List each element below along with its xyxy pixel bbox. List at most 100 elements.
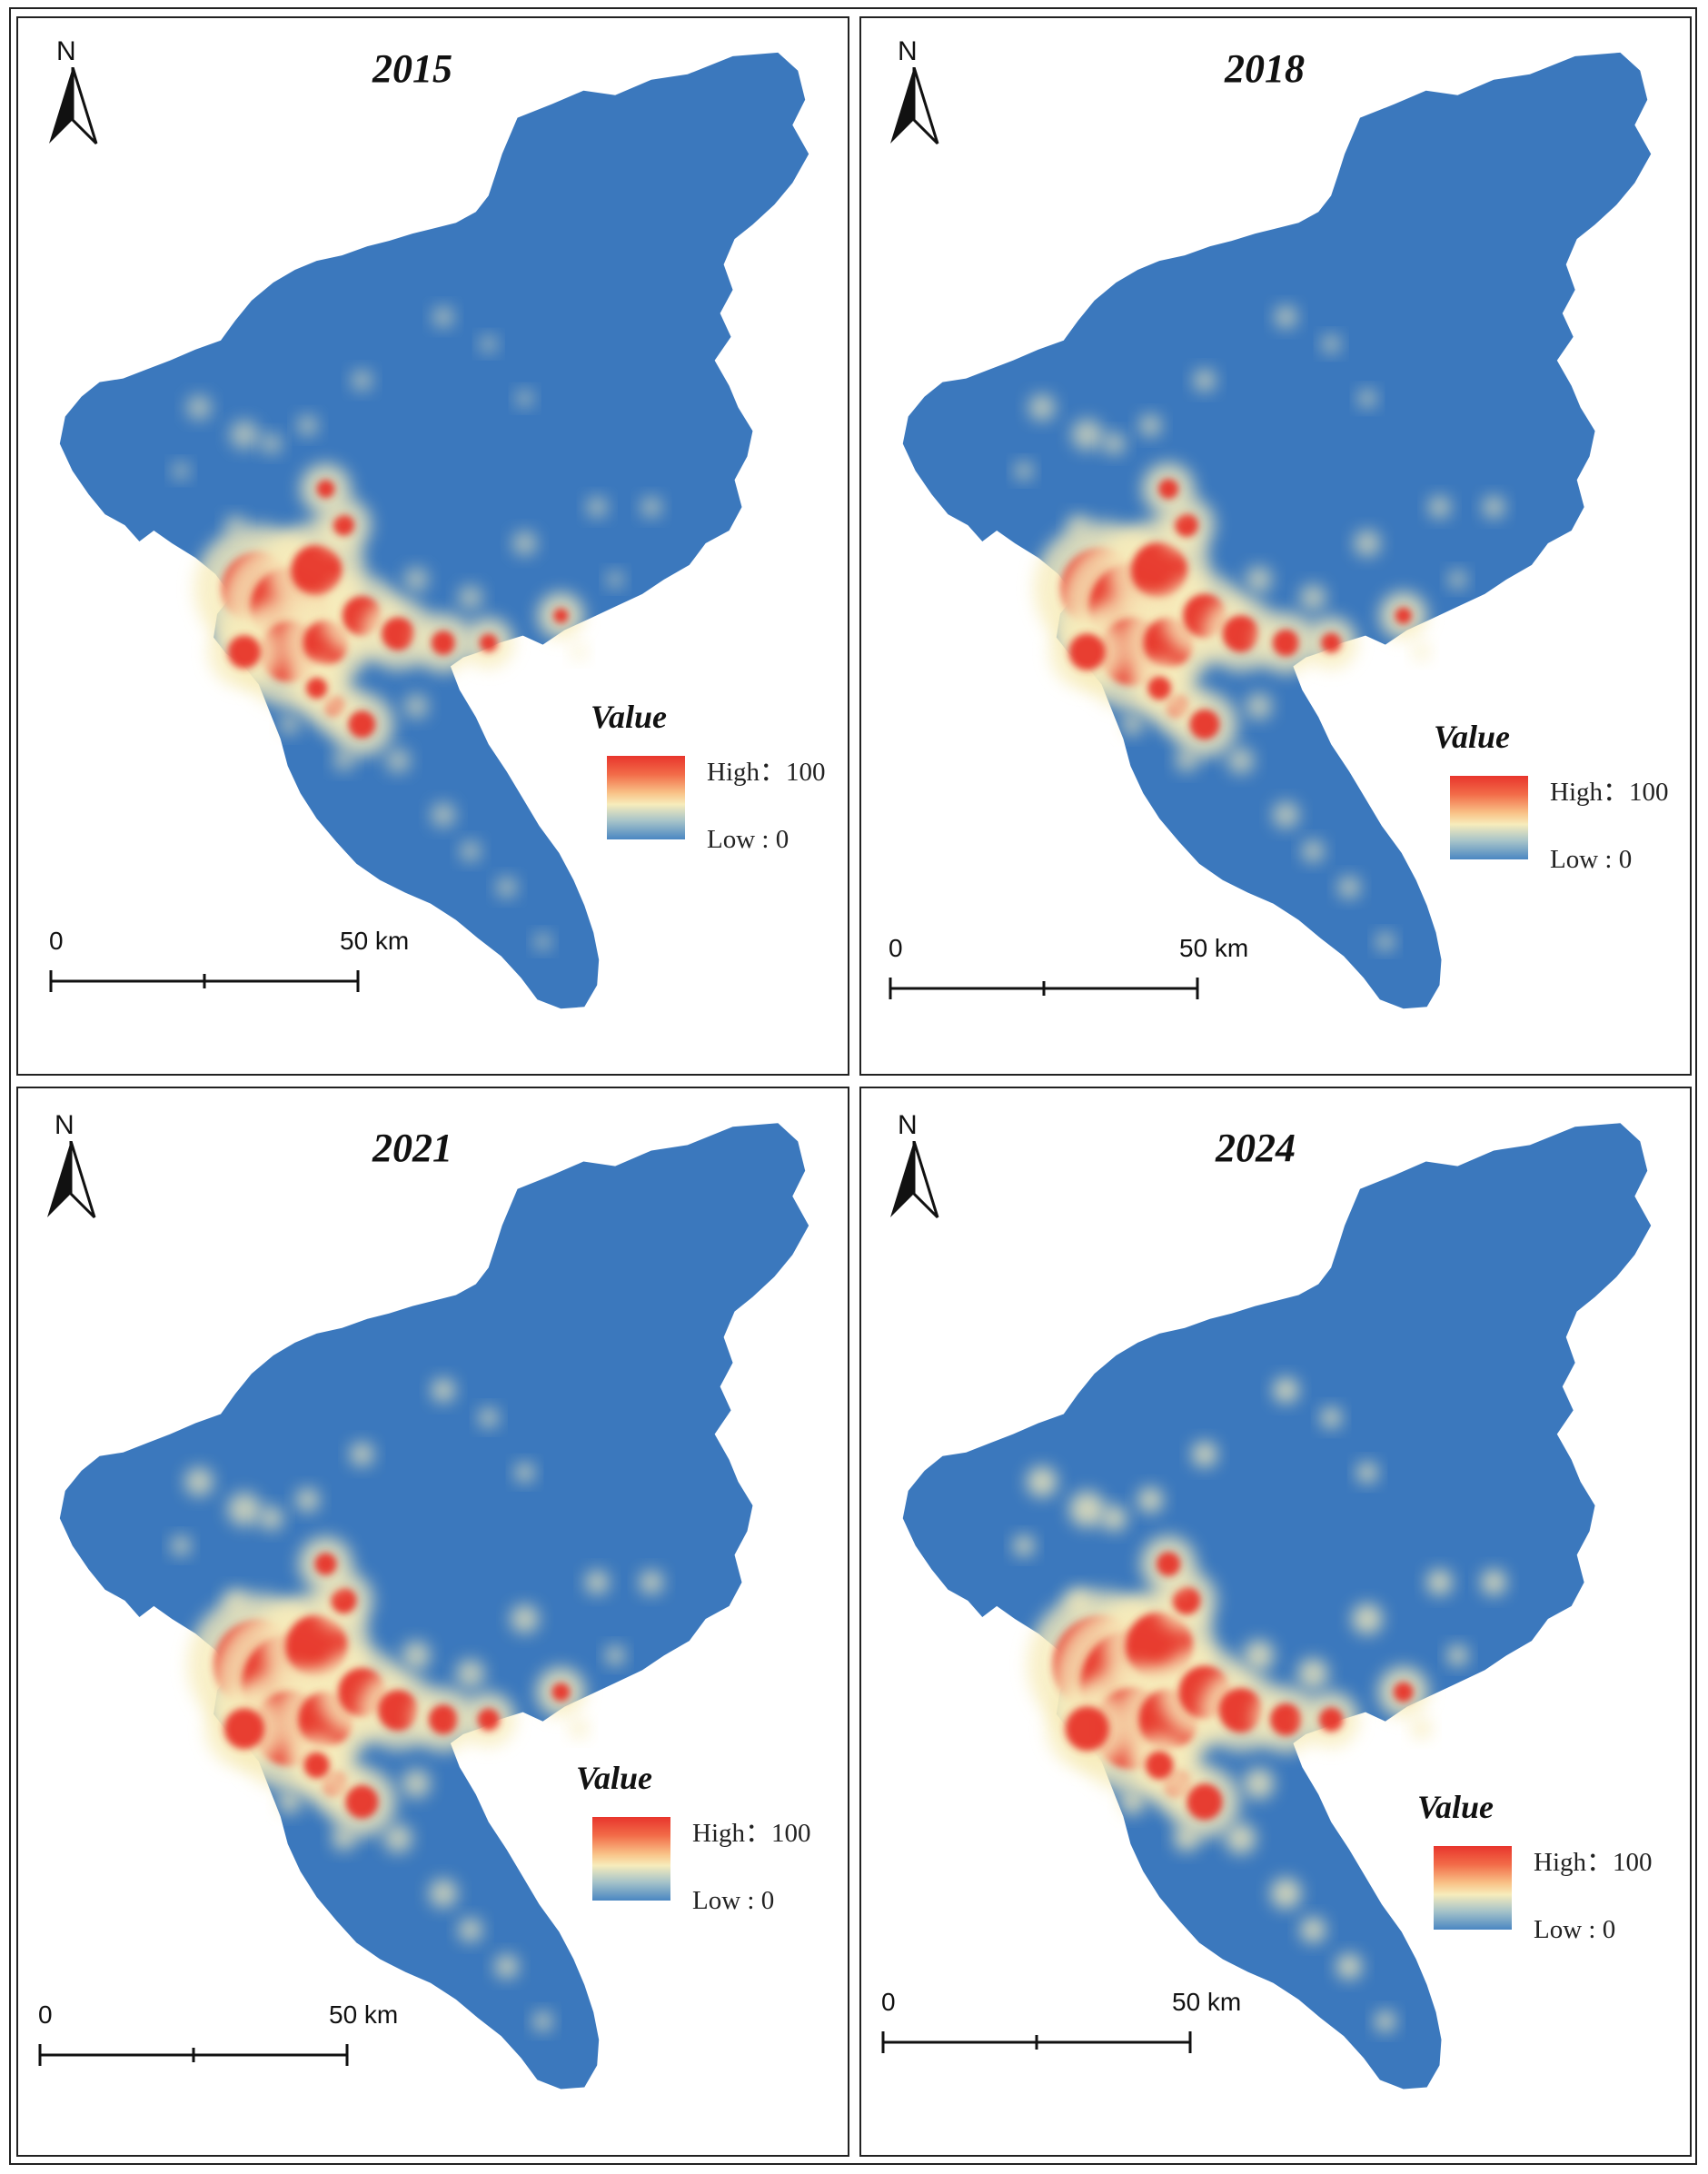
- glow-spot: [230, 420, 259, 450]
- glow-spot: [186, 395, 212, 421]
- scale-bar-icon: [881, 2031, 1192, 2053]
- glow-spot: [1243, 1640, 1275, 1672]
- legend-title: Value: [1417, 1789, 1494, 1825]
- glow-spot: [605, 1645, 625, 1665]
- glow-spot: [1137, 1486, 1164, 1514]
- glow-spot: [1192, 1441, 1217, 1467]
- legend-high-label: High：100: [707, 758, 826, 787]
- glow-spot: [1376, 932, 1395, 951]
- hot-spot: [428, 1704, 459, 1735]
- legend: Value High：100 Low : 0: [576, 1759, 848, 1941]
- glow-spot: [510, 1604, 540, 1633]
- glow-spot: [1028, 393, 1056, 422]
- glow-spot: [1447, 1644, 1468, 1666]
- north-letter: N: [898, 1110, 918, 1140]
- hot-spot: [316, 480, 335, 499]
- legend-color-ramp: [592, 1817, 670, 1901]
- legend: Value High：100 Low : 0: [591, 698, 848, 879]
- glow-spot: [640, 496, 662, 518]
- glow-spot: [1428, 495, 1451, 519]
- glow-spot: [1300, 1917, 1326, 1943]
- glow-spot: [403, 567, 429, 592]
- north-arrow: N: [889, 36, 943, 154]
- legend-color-ramp: [1450, 776, 1528, 859]
- scale-bar: 0 50 km: [889, 934, 1252, 1016]
- hot-spot: [378, 1690, 419, 1732]
- glow-spot: [1226, 1822, 1256, 1854]
- hot-spot: [1319, 1707, 1344, 1732]
- hot-spot: [477, 1708, 500, 1731]
- glow-spot: [383, 1823, 412, 1853]
- hot-spot: [1145, 1751, 1174, 1780]
- hot-spot: [303, 1752, 330, 1779]
- legend-title: Value: [591, 699, 668, 735]
- panel-year-title: 2024: [1216, 1126, 1296, 1170]
- north-arrow-icon: [890, 67, 939, 145]
- legend-low-label: Low : 0: [1534, 1915, 1616, 1944]
- glow-spot: [1013, 1535, 1035, 1556]
- glow-spot: [571, 643, 588, 660]
- legend-color-ramp: [607, 756, 685, 839]
- glow-spot: [1227, 747, 1255, 774]
- scale-start-label: 0: [881, 1988, 896, 2016]
- scale-bar: 0 50 km: [38, 2000, 402, 2082]
- hot-spot: [1158, 479, 1179, 500]
- glow-spot: [1193, 369, 1216, 392]
- north-arrow: N: [45, 1110, 100, 1228]
- legend-low-label: Low : 0: [707, 825, 789, 854]
- hot-spot: [1269, 1703, 1302, 1736]
- glow-spot: [480, 335, 497, 352]
- hot-spot: [305, 677, 328, 700]
- hot-spot: [223, 1708, 265, 1750]
- hot-spot: [227, 635, 262, 669]
- hot-spot: [1068, 633, 1106, 670]
- glow-spot: [403, 693, 429, 719]
- glow-spot: [496, 877, 517, 898]
- glow-spot: [184, 1467, 214, 1496]
- glow-spot: [1358, 389, 1376, 408]
- glow-spot: [227, 1492, 262, 1526]
- hot-spot: [1157, 1552, 1181, 1576]
- glow-spot: [1337, 876, 1361, 898]
- glow-spot: [1375, 2010, 1395, 2032]
- glow-spot: [352, 370, 372, 391]
- glow-spot: [173, 462, 190, 480]
- scale-start-label: 0: [889, 934, 903, 962]
- scale-start-label: 0: [38, 2000, 53, 2029]
- hot-spot: [1222, 615, 1259, 652]
- panel-year-title: 2015: [372, 46, 452, 91]
- glow-spot: [512, 531, 538, 556]
- scale-end-label: 50 km: [329, 2000, 399, 2029]
- hot-spot: [1189, 709, 1220, 740]
- scale-bar: 0 50 km: [49, 927, 412, 1008]
- glow-spot: [1119, 1789, 1146, 1815]
- panel-year-title: 2018: [1225, 46, 1305, 91]
- hot-spot: [1175, 513, 1198, 537]
- glow-spot: [1322, 335, 1340, 353]
- legend-high-label: High：100: [692, 1819, 811, 1848]
- glow-spot: [1246, 566, 1273, 593]
- glow-spot: [1483, 495, 1505, 519]
- scale-start-label: 0: [49, 927, 64, 955]
- legend: Value High：100 Low : 0: [1417, 1788, 1690, 1970]
- hot-spot: [1147, 676, 1172, 700]
- north-arrow-icon: [890, 1141, 939, 1219]
- glow-spot: [586, 496, 608, 518]
- glow-spot: [1027, 1466, 1058, 1497]
- hot-spot: [1131, 541, 1188, 600]
- scale-bar: 0 50 km: [881, 1988, 1245, 2070]
- glow-spot: [432, 306, 454, 328]
- glow-spot: [1336, 1953, 1362, 1980]
- map-panel-2024: 2024 N Value High：100 Low : 0 0 50 km: [859, 1087, 1692, 2157]
- glow-spot: [402, 1769, 431, 1799]
- glow-spot: [456, 1659, 485, 1689]
- glow-spot: [1297, 1658, 1328, 1690]
- hot-spot: [1065, 1706, 1109, 1752]
- hot-spot: [348, 710, 376, 739]
- north-letter: N: [56, 36, 76, 66]
- glow-spot: [350, 1442, 374, 1466]
- legend-low-label: Low : 0: [692, 1886, 775, 1915]
- glow-spot: [1426, 1569, 1453, 1595]
- hotspots: [1015, 305, 1505, 951]
- region-map: [902, 52, 1652, 1009]
